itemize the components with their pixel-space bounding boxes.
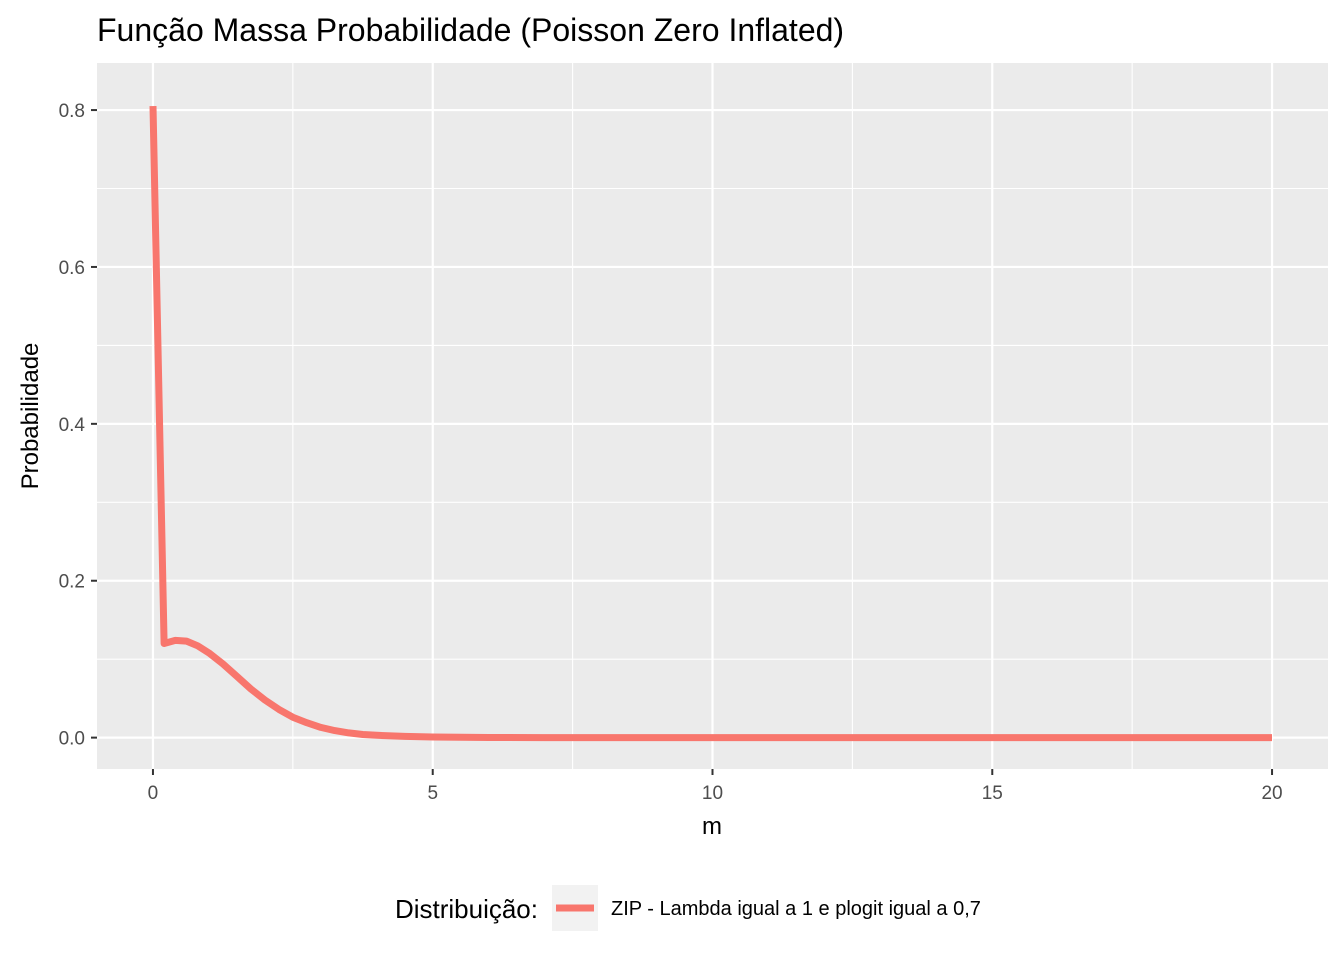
x-axis: 0 5 10 15 20: [148, 769, 1283, 804]
y-tick-label: 0.8: [59, 101, 85, 122]
y-axis-title: Probabilidade: [17, 343, 44, 490]
y-axis: 0.0 0.2 0.4 0.6 0.8: [59, 101, 97, 750]
x-tick-label: 5: [427, 783, 438, 804]
x-tick-label: 20: [1261, 783, 1282, 804]
x-tick-label: 0: [148, 783, 159, 804]
legend-title: Distribuição:: [395, 894, 538, 924]
series-layer: [149, 106, 1272, 742]
legend: Distribuição: ZIP - Lambda igual a 1 e p…: [395, 885, 981, 931]
y-tick-label: 0.0: [59, 729, 85, 750]
x-tick-label: 15: [982, 783, 1003, 804]
series-line: [149, 106, 1272, 742]
y-tick-label: 0.6: [59, 258, 85, 279]
x-tick-label: 10: [702, 783, 723, 804]
legend-label: ZIP - Lambda igual a 1 e plogit igual a …: [611, 898, 981, 920]
y-tick-label: 0.4: [59, 415, 86, 436]
y-tick-label: 0.2: [59, 572, 85, 593]
chart-title: Função Massa Probabilidade (Poisson Zero…: [97, 12, 844, 48]
x-axis-title: m: [702, 813, 722, 840]
